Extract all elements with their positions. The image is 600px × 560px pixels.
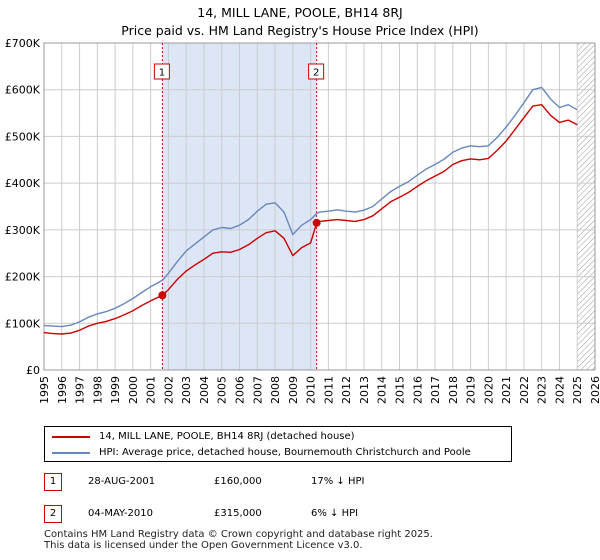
- sale-price: £315,000: [214, 508, 262, 519]
- y-tick-label: £600K: [5, 84, 41, 97]
- x-tick-label: 1995: [38, 376, 51, 404]
- sale-date: 04-MAY-2010: [88, 508, 154, 519]
- x-tick-label: 2026: [589, 376, 600, 404]
- x-tick-label: 1996: [56, 376, 69, 404]
- x-tick-label: 2003: [180, 376, 193, 404]
- footer: Contains HM Land Registry data © Crown c…: [44, 529, 433, 551]
- footer-copyright: Contains HM Land Registry data © Crown c…: [44, 529, 433, 540]
- y-tick-label: £300K: [5, 224, 41, 237]
- x-tick-label: 2005: [216, 376, 229, 404]
- x-tick-label: 2022: [518, 376, 531, 404]
- y-tick-label: £400K: [5, 177, 41, 190]
- y-tick-label: £200K: [5, 271, 41, 284]
- x-tick-label: 1997: [74, 376, 87, 404]
- x-tick-label: 2020: [482, 376, 495, 404]
- sale-label-number: 1: [159, 68, 165, 79]
- x-tick-label: 2007: [251, 376, 264, 404]
- x-tick-label: 2009: [287, 376, 300, 404]
- y-tick-label: £100K: [5, 317, 41, 330]
- x-tick-label: 2019: [465, 376, 478, 404]
- sale-point: [158, 291, 167, 300]
- legend-swatch-hpi: [52, 452, 90, 454]
- x-tick-label: 2018: [447, 376, 460, 404]
- sale-label-box: [153, 63, 170, 80]
- chart-title-line-2: Price paid vs. HM Land Registry's House …: [121, 23, 479, 38]
- legend-label-price: 14, MILL LANE, POOLE, BH14 8RJ (detached…: [99, 431, 355, 442]
- x-tick-label: 2010: [305, 376, 318, 404]
- sale-price: £160,000: [214, 476, 262, 487]
- x-tick-label: 2023: [536, 376, 549, 404]
- x-tick-label: 2017: [429, 376, 442, 404]
- x-tick-label: 2021: [500, 376, 513, 404]
- x-tick-label: 2025: [571, 376, 584, 404]
- x-tick-label: 2012: [340, 376, 353, 404]
- x-tick-label: 2014: [376, 376, 389, 404]
- sale-label-number: 2: [313, 68, 319, 79]
- legend-swatch-price: [52, 436, 90, 438]
- y-tick-label: £700K: [5, 37, 41, 50]
- x-tick-label: 2000: [127, 376, 140, 404]
- sale-hpi-diff: 17% ↓ HPI: [311, 476, 365, 487]
- x-tick-label: 1999: [109, 376, 122, 404]
- x-tick-label: 2004: [198, 376, 211, 404]
- future-hatch: [577, 43, 595, 370]
- x-tick-label: 2001: [145, 376, 158, 404]
- x-tick-label: 2013: [358, 376, 371, 404]
- x-tick-label: 2008: [269, 376, 282, 404]
- sale-badge: 1: [44, 473, 62, 491]
- plot-area: [44, 43, 595, 370]
- sale-point: [312, 218, 321, 227]
- price-series-line: [43, 104, 578, 335]
- sale-label-box: [308, 63, 325, 80]
- x-tick-label: 2024: [553, 376, 566, 404]
- y-tick-label: £500K: [5, 130, 41, 143]
- legend: 14, MILL LANE, POOLE, BH14 8RJ (detached…: [44, 426, 512, 462]
- x-tick-label: 2006: [234, 376, 247, 404]
- price-chart: £0 £100K £200K £300K £400K £500K £600K £700K 199…: [5, 37, 600, 404]
- chart-title: 14, MILL LANE, POOLE, BH14 8RJ Price pai…: [0, 4, 600, 40]
- footer-licence: This data is licensed under the Open Gov…: [44, 540, 363, 551]
- legend-label-hpi: HPI: Average price, detached house, Bour…: [99, 447, 471, 458]
- x-tick-label: 2002: [162, 376, 175, 404]
- y-tick-label: £0: [26, 364, 40, 377]
- x-tick-label: 1998: [91, 376, 104, 404]
- sale-hpi-diff: 6% ↓ HPI: [311, 508, 359, 519]
- plot-border: [43, 42, 596, 371]
- x-tick-label: 2011: [322, 376, 335, 404]
- sale-date: 28-AUG-2001: [88, 476, 156, 487]
- sale-badge: 2: [44, 505, 62, 523]
- chart-title-line-1: 14, MILL LANE, POOLE, BH14 8RJ: [197, 5, 403, 20]
- hpi-series-line: [43, 86, 578, 328]
- x-tick-label: 2015: [393, 376, 406, 404]
- x-tick-label: 2016: [411, 376, 424, 404]
